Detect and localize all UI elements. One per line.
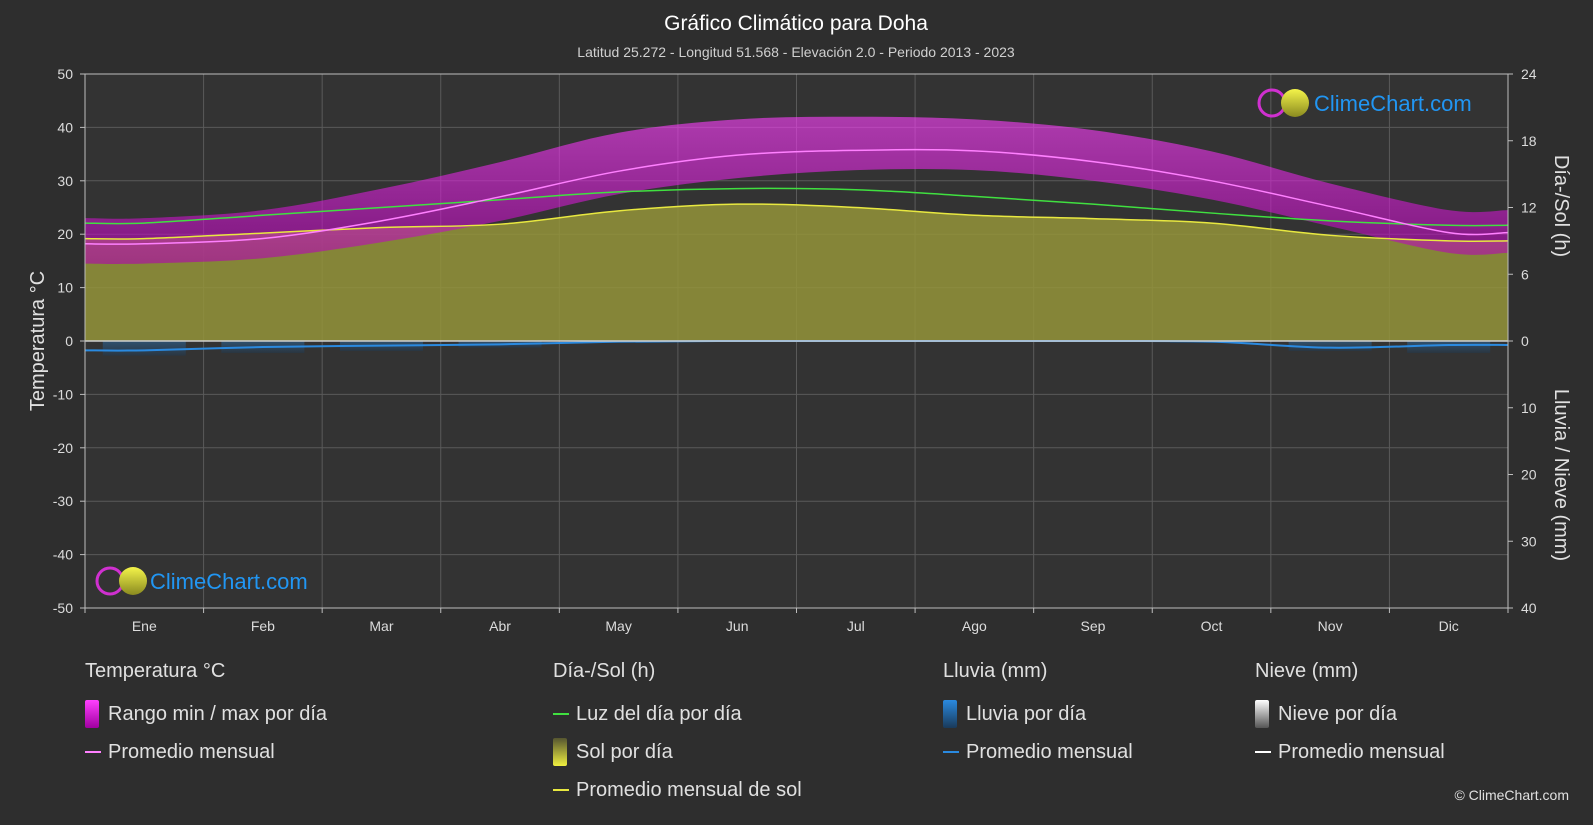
right-top-tick-label: 0 [1521, 333, 1529, 349]
legend-item: Promedio mensual [1255, 733, 1445, 771]
month-label: Nov [1318, 618, 1343, 634]
sunshine-area [85, 204, 1508, 341]
right-axis-bottom-label: Lluvia / Nieve (mm) [1550, 389, 1572, 561]
legend-sun-title: Día-/Sol (h) [553, 660, 656, 682]
rain-bar [102, 341, 186, 356]
logo-sun-icon [119, 567, 147, 595]
chart-subtitle: Latitud 25.272 - Longitud 51.568 - Eleva… [577, 44, 1015, 60]
month-label: Mar [369, 618, 393, 634]
rain-swatch [943, 700, 957, 728]
logo-bottom[interactable]: ClimeChart.com [95, 566, 308, 596]
month-label: Ago [962, 618, 987, 634]
month-label: Abr [489, 618, 511, 634]
legend-item-label: Promedio mensual [966, 740, 1133, 763]
daylight-swatch [553, 713, 569, 715]
month-label: Sep [1080, 618, 1105, 634]
legend-sun: Día-/Sol (h) Luz del día por día Sol por… [553, 660, 802, 809]
left-tick-label: -10 [53, 386, 73, 402]
rain-avg-swatch [943, 751, 959, 753]
logo-sun-icon [1281, 89, 1309, 117]
rain-bar [1288, 341, 1372, 352]
left-axis-label: Temperatura °C [27, 271, 49, 411]
left-tick-label: 0 [65, 333, 73, 349]
left-tick-label: -30 [53, 493, 73, 509]
right-top-tick-label: 6 [1521, 266, 1529, 282]
month-label: Jul [847, 618, 865, 634]
axes: 50 40 30 20 10 0 -10 -20 -30 -40 -50 24 18 12 6 0 10 20 30… [53, 66, 1537, 634]
legend-item-label: Rango min / max por día [108, 702, 327, 725]
right-top-tick-label: 12 [1521, 200, 1537, 216]
legend-item: Promedio mensual de sol [553, 771, 802, 809]
right-top-tick-label: 24 [1521, 66, 1537, 82]
copyright: © ClimeChart.com [1454, 787, 1569, 803]
plot-area [84, 116, 1509, 356]
left-tick-label: 30 [57, 173, 73, 189]
legend-snow: Nieve (mm) Nieve por día Promedio mensua… [1255, 660, 1445, 771]
legend-rain-title: Lluvia (mm) [943, 660, 1048, 682]
right-axis-top-label: Día-/Sol (h) [1550, 155, 1572, 257]
temp-avg-line [84, 148, 1509, 245]
month-label: May [605, 618, 631, 634]
left-tick-label: 40 [57, 119, 73, 135]
logo-top[interactable]: ClimeChart.com [1257, 88, 1472, 118]
month-label: Oct [1201, 618, 1223, 634]
legend-item-label: Nieve por día [1278, 702, 1397, 725]
snow-avg-swatch [1255, 751, 1271, 753]
sunshine-avg-swatch [553, 789, 569, 791]
legend-item: Sol por día [553, 733, 802, 771]
sunshine-avg-line [84, 203, 1509, 243]
legend-item: Luz del día por día [553, 695, 802, 733]
temperature-range-band [85, 116, 1508, 264]
legend-item-label: Luz del día por día [576, 702, 742, 725]
daylight-line [84, 187, 1509, 227]
legend-item: Lluvia por día [943, 695, 1133, 733]
legend-item-label: Sol por día [576, 740, 673, 763]
right-top-tick-label: 18 [1521, 133, 1537, 149]
snow-swatch [1255, 700, 1269, 728]
right-bottom-tick-label: 10 [1521, 400, 1537, 416]
month-label: Feb [251, 618, 275, 634]
right-bottom-tick-label: 30 [1521, 533, 1537, 549]
left-tick-label: 10 [57, 280, 73, 296]
legend-temperature: Temperatura °C Rango min / max por día P… [85, 660, 327, 771]
right-bottom-tick-label: 40 [1521, 600, 1537, 616]
month-label: Ene [132, 618, 157, 634]
legend-snow-title: Nieve (mm) [1255, 660, 1359, 682]
logo-bottom-text: ClimeChart.com [150, 569, 308, 594]
rain-bar [1407, 341, 1491, 354]
left-tick-label: 50 [57, 66, 73, 82]
left-tick-label: -40 [53, 547, 73, 563]
chart-title: Gráfico Climático para Doha [664, 12, 928, 35]
left-tick-label: 20 [57, 226, 73, 242]
month-label: Jun [726, 618, 749, 634]
legend-item: Nieve por día [1255, 695, 1445, 733]
left-tick-label: -20 [53, 440, 73, 456]
legend-item-label: Promedio mensual [108, 740, 275, 763]
left-tick-label: -50 [53, 600, 73, 616]
sunshine-swatch [553, 738, 567, 766]
legend-item-label: Promedio mensual [1278, 740, 1445, 763]
legend-item: Promedio mensual [85, 733, 327, 771]
legend-item-label: Promedio mensual de sol [576, 778, 802, 801]
right-bottom-tick-label: 20 [1521, 467, 1537, 483]
legend-item: Rango min / max por día [85, 695, 327, 733]
month-label: Dic [1439, 618, 1459, 634]
legend-rain: Lluvia (mm) Lluvia por día Promedio mens… [943, 660, 1133, 771]
legend-item: Promedio mensual [943, 733, 1133, 771]
temp-avg-swatch [85, 751, 101, 753]
temp-range-swatch [85, 700, 99, 728]
legend-item-label: Lluvia por día [966, 702, 1087, 725]
legend-temperature-title: Temperatura °C [85, 660, 226, 682]
logo-top-text: ClimeChart.com [1314, 91, 1472, 116]
